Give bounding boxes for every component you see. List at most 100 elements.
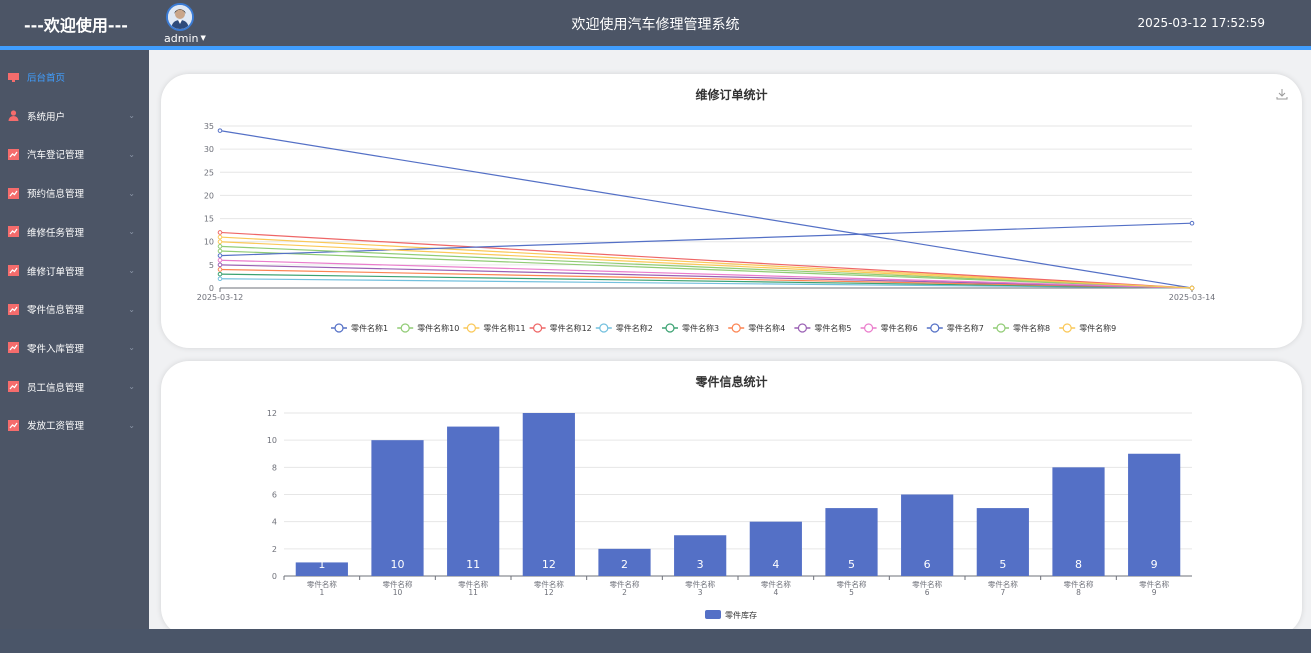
sidebar-item-label: 零件入库管理 — [27, 343, 85, 355]
series-line — [219, 130, 1193, 289]
data-point — [217, 248, 223, 254]
sidebar-item-7[interactable]: 零件信息管理 ⌄ — [0, 290, 149, 328]
data-label: 8 — [1075, 558, 1082, 571]
bar — [371, 440, 424, 576]
x-tick-label: 零件名称 — [458, 579, 488, 589]
user-menu[interactable]: admin ▼ — [164, 32, 206, 45]
sidebar-item-1[interactable]: 后台首页 — [0, 58, 149, 96]
sidebar-item-6[interactable]: 维修订单管理 ⌄ — [0, 252, 149, 290]
legend-label: 零件名称12 — [550, 323, 592, 333]
chevron-down-icon: ⌄ — [128, 382, 135, 392]
y-tick-label: 0 — [209, 284, 214, 293]
chevron-down-icon: ⌄ — [128, 149, 135, 159]
x-tick-label: 零件名称 — [307, 579, 337, 589]
sidebar-item-label: 后台首页 — [27, 73, 66, 84]
chart-icon — [8, 265, 19, 276]
data-label: 1 — [318, 558, 325, 571]
chevron-down-icon: ⌄ — [128, 304, 135, 314]
legend-marker — [1062, 323, 1072, 333]
sidebar-item-label: 维修订单管理 — [27, 266, 85, 278]
legend-marker — [400, 323, 410, 333]
legend-item: 零件名称6 — [860, 323, 918, 333]
legend-item: 零件名称12 — [529, 323, 592, 333]
series-line — [219, 273, 1193, 289]
chevron-down-icon: ⌄ — [128, 227, 135, 237]
legend-label: 零件名称5 — [814, 323, 851, 333]
data-label: 4 — [772, 558, 779, 571]
user-avatar[interactable] — [166, 3, 194, 31]
x-tick-label: 8 — [1076, 588, 1081, 597]
bar — [674, 535, 727, 576]
series-line — [219, 250, 1193, 289]
sidebar-item-9[interactable]: 员工信息管理 ⌄ — [0, 368, 149, 406]
legend-item: 零件名称1 — [331, 323, 388, 333]
legend-marker — [665, 323, 675, 333]
legend-label: 零件名称11 — [483, 323, 525, 333]
sidebar-item-label: 系统用户 — [27, 111, 66, 123]
sidebar-item-2[interactable]: 系统用户 ⌄ — [0, 97, 149, 135]
y-tick-label: 12 — [267, 409, 277, 418]
parts-chart-title: 零件信息统计 — [695, 375, 768, 389]
y-tick-label: 6 — [272, 491, 277, 500]
legend-label: 零件名称6 — [881, 323, 918, 333]
data-label: 11 — [466, 558, 480, 571]
sidebar-item-label: 预约信息管理 — [27, 189, 85, 201]
legend-label: 零件名称2 — [616, 323, 653, 333]
user-icon — [8, 110, 19, 122]
y-tick-label: 35 — [204, 122, 214, 131]
legend-label: 零件名称10 — [417, 323, 459, 333]
data-point — [1189, 220, 1195, 226]
bar — [825, 508, 878, 576]
series-line — [219, 231, 1193, 289]
legend-item: 零件名称9 — [1059, 323, 1116, 333]
x-tick-label: 零件名称 — [1064, 579, 1094, 589]
bar — [522, 413, 575, 576]
legend-item: 零件名称2 — [595, 323, 653, 333]
sidebar-item-8[interactable]: 零件入库管理 ⌄ — [0, 329, 149, 367]
data-point — [217, 239, 223, 245]
series-line — [219, 268, 1193, 289]
caret-down-icon: ▼ — [200, 34, 206, 42]
chevron-down-icon: ⌄ — [128, 266, 135, 275]
chart-icon — [8, 226, 19, 238]
sidebar-item-4[interactable]: 预约信息管理 ⌄ — [0, 174, 149, 212]
y-tick-label: 20 — [204, 191, 214, 200]
welcome-text: ---欢迎使用--- — [24, 16, 128, 35]
y-tick-label: 15 — [204, 215, 214, 224]
chevron-down-icon: ⌄ — [128, 343, 135, 353]
x-tick-label: 零件名称 — [1139, 579, 1169, 589]
parts-bar-chart: 0246810121零件名称110零件名称1011零件名称1112零件名称122… — [267, 409, 1192, 620]
order-chart-card: 维修订单统计 0 5 10 15 20 25 30 35 2025-03-12 2025-03-1… — [161, 74, 1302, 348]
sidebar-item-label: 发放工资管理 — [27, 421, 85, 433]
data-point — [217, 128, 223, 133]
data-point — [217, 257, 223, 263]
sidebar-item-3[interactable]: 汽车登记管理 ⌄ — [0, 135, 149, 173]
data-point — [217, 271, 223, 277]
datetime: 2025-03-12 17:52:59 — [1137, 16, 1265, 30]
data-point — [217, 267, 223, 272]
x-tick-label: 零件名称 — [383, 579, 413, 589]
bar — [976, 508, 1029, 576]
chart-icon — [8, 148, 19, 160]
data-label: 9 — [1151, 558, 1158, 571]
download-icon[interactable] — [1276, 88, 1288, 100]
data-point — [217, 244, 223, 249]
x-tick-label: 零件名称 — [837, 579, 867, 589]
legend-marker — [466, 323, 476, 333]
legend-item: 零件名称10 — [397, 323, 459, 333]
series-line — [219, 236, 1193, 289]
data-point — [217, 262, 223, 268]
x-tick-label: 6 — [925, 588, 930, 597]
chevron-down-icon: ⌄ — [128, 111, 135, 121]
data-point — [217, 253, 223, 258]
legend-label: 零件名称3 — [682, 323, 719, 333]
sidebar-item-5[interactable]: 维修任务管理 ⌄ — [0, 213, 149, 251]
bar — [749, 521, 802, 576]
sidebar-item-10[interactable]: 发放工资管理 ⌄ — [0, 406, 149, 444]
x-tick-label: 零件名称 — [610, 579, 640, 589]
x-tick-label: 零件名称 — [534, 579, 564, 589]
legend-label: 零件名称1 — [351, 323, 388, 333]
sidebar-item-label: 员工信息管理 — [27, 382, 85, 394]
x-tick-label: 2025-03-12 — [197, 293, 244, 302]
system-title: 欢迎使用汽车修理管理系统 — [571, 17, 740, 33]
